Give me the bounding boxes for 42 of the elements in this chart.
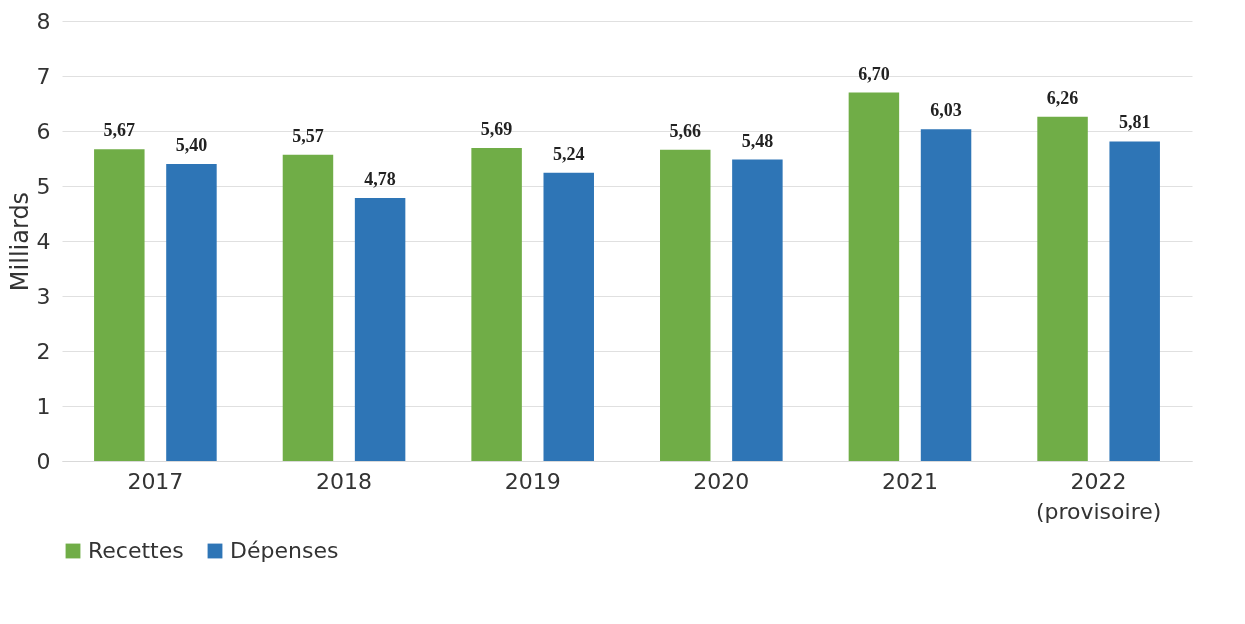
x-tick-label: 2017 xyxy=(127,468,184,494)
data-label: 6,70 xyxy=(858,63,890,84)
data-label: 5,40 xyxy=(175,135,208,155)
data-label: 6,03 xyxy=(930,100,962,121)
data-label: 5,81 xyxy=(1118,112,1151,133)
bar xyxy=(920,129,972,461)
bar xyxy=(471,148,522,461)
data-label: 5,66 xyxy=(669,120,702,141)
data-label: 5,67 xyxy=(103,120,136,141)
bar xyxy=(732,159,783,461)
y-tick-label: 1 xyxy=(36,393,51,419)
data-label: 5,57 xyxy=(292,125,324,146)
data-label: 5,48 xyxy=(741,130,774,151)
x-tick-label: 2019 xyxy=(504,468,561,494)
y-tick-label: 2 xyxy=(36,338,51,364)
bar xyxy=(543,172,594,461)
y-axis-title: Milliards xyxy=(5,191,34,292)
bar xyxy=(848,92,900,461)
bar xyxy=(94,149,145,461)
bar xyxy=(166,164,217,461)
legend-label: Dépenses xyxy=(230,538,339,563)
y-tick-label: 4 xyxy=(36,228,51,254)
y-tick-label: 8 xyxy=(36,8,51,34)
x-tick-label: 2021 xyxy=(881,468,938,494)
data-label: 4,78 xyxy=(364,169,396,190)
bar xyxy=(1109,141,1160,461)
bar xyxy=(282,154,334,461)
bar xyxy=(660,149,711,461)
data-label: 5,69 xyxy=(480,119,513,140)
bar xyxy=(354,198,406,461)
legend-label: Recettes xyxy=(88,538,184,563)
data-label: 6,26 xyxy=(1046,87,1079,108)
y-tick-label: 0 xyxy=(36,448,51,474)
x-tick-label: 2022 (provisoire) xyxy=(1035,468,1162,524)
x-tick-label: 2020 xyxy=(693,468,750,494)
x-tick-label: 2018 xyxy=(316,468,373,494)
y-tick-label: 7 xyxy=(36,63,51,89)
y-tick-label: 3 xyxy=(36,283,51,309)
y-tick-label: 6 xyxy=(36,118,51,144)
bar xyxy=(1037,116,1088,461)
y-tick-label: 5 xyxy=(36,173,51,199)
data-label: 5,24 xyxy=(552,143,585,164)
